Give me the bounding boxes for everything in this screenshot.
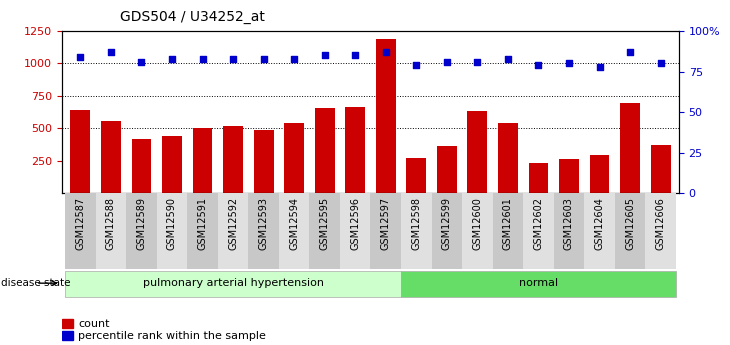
- Text: GSM12587: GSM12587: [75, 197, 85, 250]
- Bar: [523, 193, 553, 269]
- Bar: [284, 123, 304, 193]
- Bar: [615, 193, 645, 269]
- Text: percentile rank within the sample: percentile rank within the sample: [79, 331, 266, 341]
- Bar: [248, 193, 279, 269]
- Bar: [310, 193, 340, 269]
- Bar: [493, 193, 523, 269]
- Bar: [437, 146, 457, 193]
- Point: [380, 49, 391, 55]
- Bar: [62, 331, 73, 340]
- Point: [319, 52, 331, 58]
- Point: [74, 54, 86, 60]
- Point: [227, 56, 239, 61]
- Text: GSM12589: GSM12589: [137, 197, 147, 250]
- Text: pulmonary arterial hypertension: pulmonary arterial hypertension: [142, 278, 323, 288]
- Bar: [467, 111, 488, 193]
- Bar: [498, 123, 518, 193]
- Bar: [65, 193, 96, 269]
- Bar: [65, 270, 401, 297]
- Text: GSM12605: GSM12605: [625, 197, 635, 250]
- Bar: [223, 126, 243, 193]
- Point: [624, 49, 636, 55]
- Point: [593, 64, 605, 69]
- Text: GSM12597: GSM12597: [381, 197, 391, 250]
- Bar: [553, 193, 584, 269]
- Point: [441, 59, 453, 65]
- Text: GSM12601: GSM12601: [503, 197, 513, 250]
- Bar: [218, 193, 248, 269]
- Bar: [371, 193, 401, 269]
- Text: GSM12599: GSM12599: [442, 197, 452, 250]
- Text: GSM12590: GSM12590: [167, 197, 177, 250]
- Point: [288, 56, 300, 61]
- Text: GSM12603: GSM12603: [564, 197, 574, 250]
- Bar: [584, 193, 615, 269]
- Bar: [253, 130, 274, 193]
- Text: GSM12598: GSM12598: [411, 197, 421, 250]
- Text: count: count: [79, 319, 110, 329]
- Bar: [529, 163, 548, 193]
- Point: [166, 56, 178, 61]
- Point: [533, 62, 545, 68]
- Bar: [162, 136, 182, 193]
- Point: [105, 49, 117, 55]
- Bar: [620, 103, 640, 193]
- Bar: [193, 128, 212, 193]
- Bar: [131, 139, 151, 193]
- Point: [196, 56, 208, 61]
- Bar: [62, 319, 73, 328]
- Bar: [431, 193, 462, 269]
- Text: normal: normal: [519, 278, 558, 288]
- Bar: [401, 270, 676, 297]
- Point: [563, 61, 575, 66]
- Bar: [340, 193, 370, 269]
- Bar: [315, 108, 334, 193]
- Text: GDS504 / U34252_at: GDS504 / U34252_at: [120, 10, 265, 24]
- Bar: [101, 120, 121, 193]
- Text: GSM12592: GSM12592: [228, 197, 238, 250]
- Bar: [376, 39, 396, 193]
- Bar: [345, 107, 365, 193]
- Text: GSM12591: GSM12591: [198, 197, 207, 250]
- Text: GSM12604: GSM12604: [594, 197, 604, 250]
- Bar: [401, 193, 431, 269]
- Text: disease state: disease state: [1, 278, 71, 288]
- Bar: [126, 193, 157, 269]
- Text: GSM12602: GSM12602: [534, 197, 543, 250]
- Bar: [279, 193, 310, 269]
- Bar: [645, 193, 676, 269]
- Bar: [590, 155, 610, 193]
- Bar: [462, 193, 493, 269]
- Text: GSM12588: GSM12588: [106, 197, 116, 250]
- Bar: [559, 159, 579, 193]
- Point: [655, 61, 666, 66]
- Bar: [188, 193, 218, 269]
- Bar: [96, 193, 126, 269]
- Text: GSM12594: GSM12594: [289, 197, 299, 250]
- Bar: [71, 110, 91, 193]
- Text: GSM12596: GSM12596: [350, 197, 360, 250]
- Point: [472, 59, 483, 65]
- Text: GSM12595: GSM12595: [320, 197, 330, 250]
- Text: GSM12606: GSM12606: [656, 197, 666, 250]
- Text: GSM12600: GSM12600: [472, 197, 483, 250]
- Point: [502, 56, 514, 61]
- Point: [410, 62, 422, 68]
- Text: GSM12593: GSM12593: [258, 197, 269, 250]
- Point: [136, 59, 147, 65]
- Bar: [157, 193, 188, 269]
- Point: [350, 52, 361, 58]
- Point: [258, 56, 269, 61]
- Bar: [407, 158, 426, 193]
- Bar: [650, 145, 670, 193]
